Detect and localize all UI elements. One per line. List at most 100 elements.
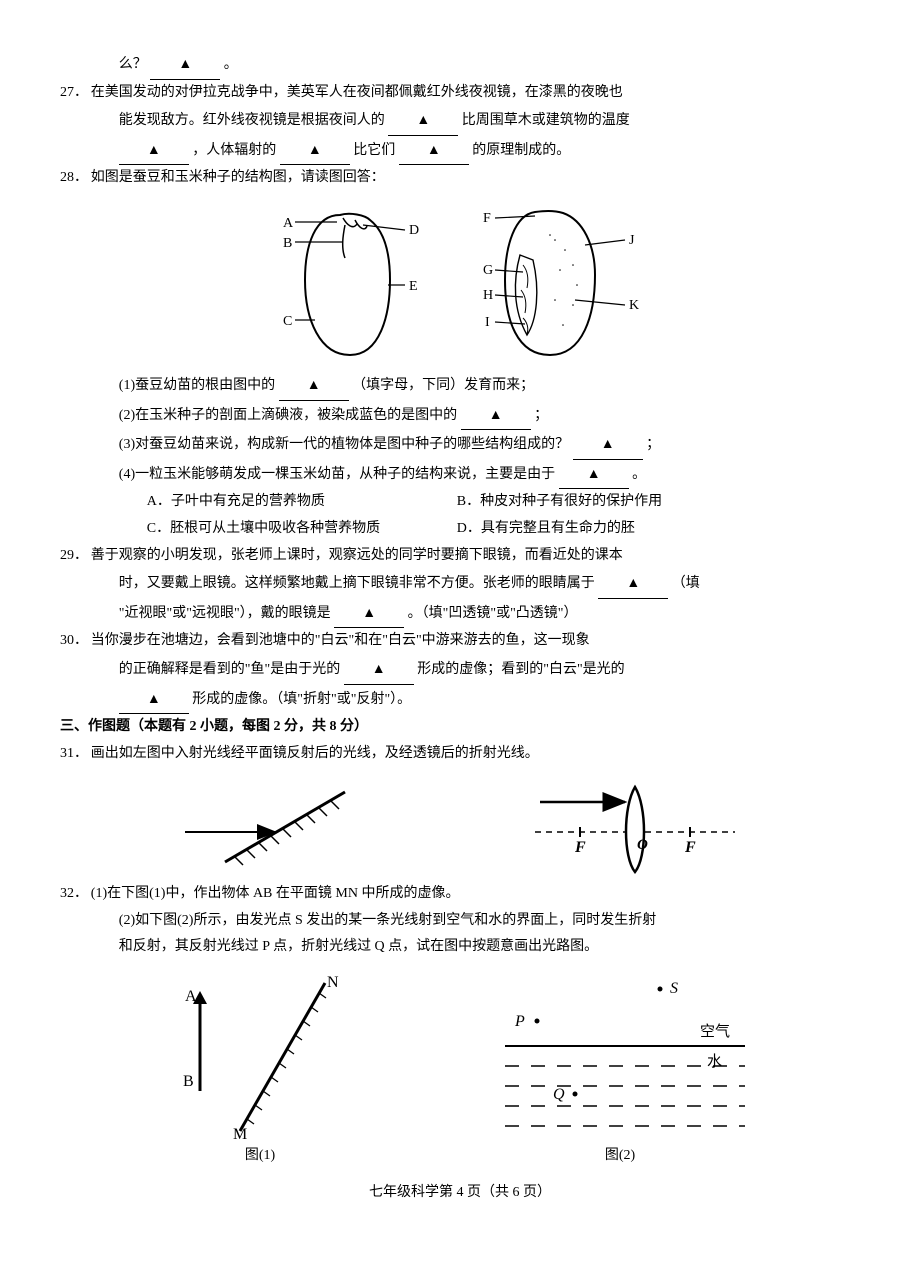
text: 如图是蚕豆和玉米种子的结构图，请读图回答： [91, 170, 385, 185]
q30-l3: ▲ 形成的虚像。（填"折射"或"反射"）。 [60, 685, 860, 715]
text: (2)如下图(2)所示，由发光点 S 发出的某一条光线射到空气和水的界面上，同时… [119, 913, 656, 928]
label-air: 空气 [700, 1023, 730, 1040]
corn-seed-diagram: F G H I J K [455, 200, 655, 365]
q28-p2: (2)在玉米种子的剖面上滴碘液，被染成蓝色的是图中的 ▲ ； [60, 401, 860, 431]
q27-line2: 能发现敌方。红外线夜视镜是根据夜间人的 ▲ 比周围草木或建筑物的温度 [60, 106, 860, 136]
q29-num: 29． [60, 543, 91, 570]
q32-p2a: (2)如下图(2)所示，由发光点 S 发出的某一条光线射到空气和水的界面上，同时… [60, 908, 860, 935]
q29-l1: 29．善于观察的小明发现，张老师上课时，观察远处的同学时要摘下眼镜，而看近处的课… [60, 543, 860, 570]
text: 。（填"凹透镜"或"凸透镜"） [408, 606, 578, 621]
fig2-caption: 图(2) [475, 1143, 765, 1170]
q30-num: 30． [60, 628, 91, 655]
label-G: G [483, 263, 493, 278]
choice-C: C．胚根可从土壤中吸收各种营养物质 [147, 516, 457, 543]
q32-p1: 32．(1)在下图(1)中，作出物体 AB 在平面镜 MN 中所成的虚像。 [60, 881, 860, 908]
label-N: N [327, 974, 339, 991]
q28-choices-row2: C．胚根可从土壤中吸收各种营养物质 D．具有完整且有生命力的胚 [60, 516, 860, 543]
label-O: O [637, 837, 648, 853]
label-B: B [283, 236, 292, 251]
text: (3)对蚕豆幼苗来说，构成新一代的植物体是图中种子的哪些结构组成的？ [119, 437, 569, 452]
label-D: D [409, 223, 419, 238]
q29-l2: 时，又要戴上眼镜。这样频繁地戴上摘下眼镜非常不方便。张老师的眼睛属于 ▲ （填 [60, 569, 860, 599]
text: 。 [632, 467, 646, 482]
q28-p3: (3)对蚕豆幼苗来说，构成新一代的植物体是图中种子的哪些结构组成的？ ▲ ； [60, 430, 860, 460]
label-K: K [629, 298, 639, 313]
text: "近视眼"或"远视眼"），戴的眼镜是 [119, 606, 331, 621]
choice-A: A．子叶中有充足的营养物质 [147, 489, 457, 516]
q32-figures: A B N M 图(1) S P 空气 [100, 971, 820, 1170]
label-B: B [183, 1073, 194, 1090]
q30-l1: 30．当你漫步在池塘边，会看到池塘中的"白云"和在"白云"中游来游去的鱼，这一现… [60, 628, 860, 655]
q28-num: 28． [60, 165, 91, 192]
label-A: A [185, 988, 197, 1005]
blank: ▲ [559, 460, 629, 490]
text: ，人体辐射的 [192, 143, 276, 158]
page-footer: 七年级科学第 4 页（共 6 页） [60, 1180, 860, 1207]
text: (2)在玉米种子的剖面上滴碘液，被染成蓝色的是图中的 [119, 408, 457, 423]
q32-p2b: 和反射，其反射光线过 P 点，折射光线过 Q 点，试在图中按题意画出光路图。 [60, 934, 860, 961]
blank: ▲ [598, 569, 668, 599]
text: 能发现敌方。红外线夜视镜是根据夜间人的 [119, 113, 385, 128]
label-A: A [283, 216, 294, 231]
label-M: M [233, 1126, 247, 1141]
text: 比它们 [353, 143, 395, 158]
text: (1)在下图(1)中，作出物体 AB 在平面镜 MN 中所成的虚像。 [91, 886, 460, 901]
q29-l3: "近视眼"或"远视眼"），戴的眼镜是 ▲ 。（填"凹透镜"或"凸透镜"） [60, 599, 860, 629]
q32-num: 32． [60, 881, 91, 908]
text: （填 [672, 576, 700, 591]
q32-fig1-col: A B N M 图(1) [155, 971, 365, 1170]
text: 的正确解释是看到的"鱼"是由于光的 [119, 662, 340, 677]
q28-p1: (1)蚕豆幼苗的根由图中的 ▲ （填字母，下同）发育而来； [60, 371, 860, 401]
blank: ▲ [573, 430, 643, 460]
q27-num: 27． [60, 80, 91, 107]
label-F: F [483, 211, 491, 226]
label-water: 水 [707, 1053, 722, 1070]
text: 和反射，其反射光线过 P 点，折射光线过 Q 点，试在图中按题意画出光路图。 [119, 939, 598, 954]
q27-line3: ▲ ，人体辐射的 ▲ 比它们 ▲ 的原理制成的。 [60, 136, 860, 166]
q32-fig2-col: S P 空气 水 Q 图(2) [475, 971, 765, 1170]
text: (4)一粒玉米能够萌发成一棵玉米幼苗，从种子的结构来说，主要是由于 [119, 467, 555, 482]
q32-fig1: A B N M [155, 971, 365, 1141]
lens-diagram: F F O [525, 777, 745, 877]
q27-line1: 27．在美国发动的对伊拉克战争中，美英军人在夜间都佩戴红外线夜视镜，在漆黑的夜晚… [60, 80, 860, 107]
blank: ▲ [334, 599, 404, 629]
label-Q: Q [553, 1086, 565, 1103]
mirror-diagram [175, 777, 375, 877]
text: （填字母，下同）发育而来； [352, 378, 534, 393]
label-I: I [485, 315, 490, 330]
choice-B: B．种皮对种子有很好的保护作用 [457, 489, 662, 516]
bean-seed-diagram: A B C D E [265, 200, 435, 365]
q31-num: 31． [60, 741, 91, 768]
blank: ▲ [344, 655, 414, 685]
blank: ▲ [119, 685, 189, 715]
q31-text: 31．画出如左图中入射光线经平面镜反射后的光线，及经透镜后的折射光线。 [60, 741, 860, 768]
text: 形成的虚像。（填"折射"或"反射"）。 [192, 692, 411, 707]
q31-figures: F F O [100, 777, 820, 877]
q30-l2: 的正确解释是看到的"鱼"是由于光的 ▲ 形成的虚像；看到的"白云"是光的 [60, 655, 860, 685]
text: ； [534, 408, 548, 423]
label-S: S [670, 980, 678, 997]
blank: ▲ [279, 371, 349, 401]
text: 在美国发动的对伊拉克战争中，美英军人在夜间都佩戴红外线夜视镜，在漆黑的夜晚也 [91, 85, 623, 100]
label-F-right: F [684, 839, 696, 856]
text: 的原理制成的。 [472, 143, 570, 158]
blank: ▲ [119, 136, 189, 166]
q26-tail: 么？ ▲ 。 [60, 50, 860, 80]
blank: ▲ [280, 136, 350, 166]
blank: ▲ [399, 136, 469, 166]
label-J: J [629, 233, 635, 248]
text: (1)蚕豆幼苗的根由图中的 [119, 378, 275, 393]
text: ； [646, 437, 660, 452]
section3-header: 三、作图题（本题有 2 小题，每图 2 分，共 8 分） [60, 714, 860, 741]
text: 形成的虚像；看到的"白云"是光的 [417, 662, 624, 677]
q28-choices-row1: A．子叶中有充足的营养物质 B．种皮对种子有很好的保护作用 [60, 489, 860, 516]
q28-intro: 28．如图是蚕豆和玉米种子的结构图，请读图回答： [60, 165, 860, 192]
q28-p4: (4)一粒玉米能够萌发成一棵玉米幼苗，从种子的结构来说，主要是由于 ▲ 。 [60, 460, 860, 490]
text: 。 [224, 57, 238, 72]
text: 当你漫步在池塘边，会看到池塘中的"白云"和在"白云"中游来游去的鱼，这一现象 [91, 633, 590, 648]
label-C: C [283, 314, 292, 329]
label-E: E [409, 279, 418, 294]
label-P: P [514, 1013, 525, 1030]
text: 么？ [119, 57, 147, 72]
blank: ▲ [461, 401, 531, 431]
